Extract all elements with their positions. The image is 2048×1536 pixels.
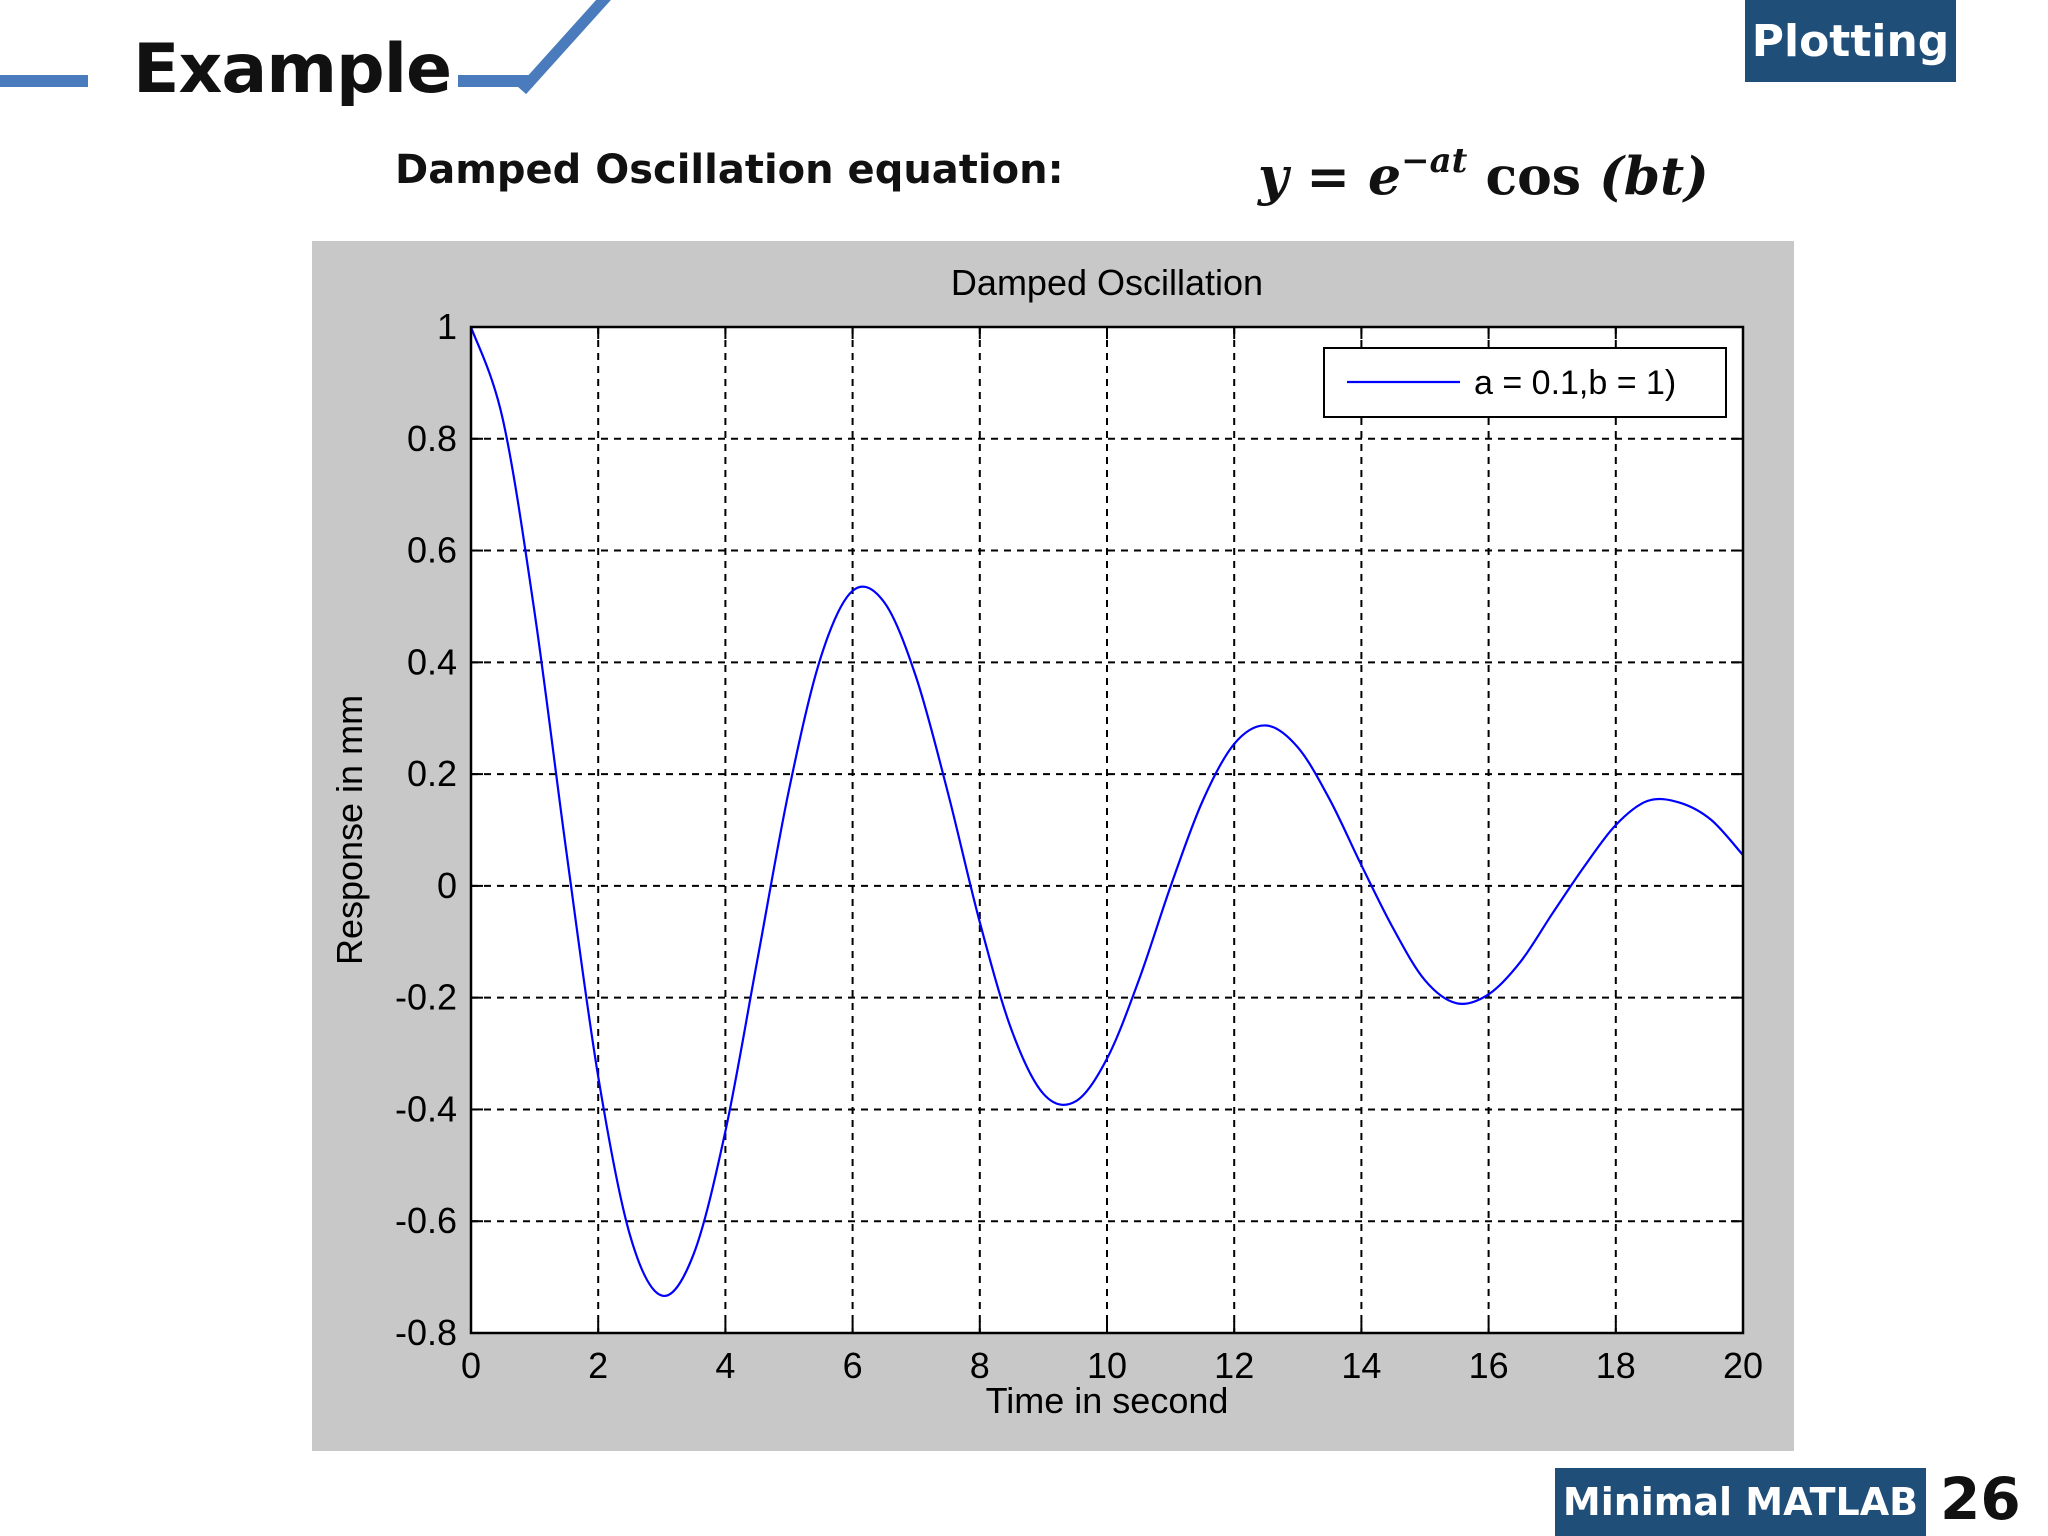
x-tick-label: 16 bbox=[1469, 1345, 1509, 1386]
x-tick-label: 18 bbox=[1596, 1345, 1636, 1386]
x-axis-label: Time in second bbox=[986, 1380, 1229, 1421]
x-tick-label: 20 bbox=[1723, 1345, 1763, 1386]
damped-oscillation-equation: y = e−at cos (bt) bbox=[1258, 144, 1709, 203]
x-tick-labels: 0 2 4 6 8 10 12 14 16 18 20 bbox=[461, 1345, 1763, 1386]
page-number: 26 bbox=[1940, 1465, 2021, 1533]
y-tick-labels: -0.8 -0.6 -0.4 -0.2 0 0.2 0.4 0.6 0.8 1 bbox=[395, 306, 457, 1353]
y-tick-label: -0.8 bbox=[395, 1312, 457, 1353]
accent-diagonal bbox=[517, 0, 614, 95]
x-tick-label: 8 bbox=[970, 1345, 990, 1386]
equation-func: cos bbox=[1485, 146, 1582, 208]
equation-caption: Damped Oscillation equation: bbox=[395, 147, 1064, 193]
grid-lines bbox=[471, 327, 1743, 1333]
x-tick-label: 10 bbox=[1087, 1345, 1127, 1386]
accent-bar-right bbox=[458, 75, 533, 87]
plot-frame bbox=[469, 325, 1745, 1335]
equation-equals: = bbox=[1306, 146, 1350, 208]
footer-course-badge: Minimal MATLAB bbox=[1555, 1468, 1926, 1536]
y-axis-label: Response in mm bbox=[329, 695, 370, 965]
y-tick-label: -0.4 bbox=[395, 1088, 457, 1129]
slide-title: Example bbox=[133, 30, 452, 109]
y-tick-label: 0.6 bbox=[407, 530, 457, 571]
damped-oscillation-figure: 0 2 4 6 8 10 12 14 16 18 20 -0.8 -0.6 -0.4 -0.2 0 0.2 0.… bbox=[312, 241, 1794, 1451]
x-tick-label: 0 bbox=[461, 1345, 481, 1386]
equation-base: e bbox=[1368, 146, 1402, 208]
x-tick-label: 6 bbox=[843, 1345, 863, 1386]
x-tick-label: 2 bbox=[588, 1345, 608, 1386]
y-tick-label: 0.8 bbox=[407, 418, 457, 459]
series-line-a01-b1 bbox=[469, 326, 1744, 1297]
y-tick-label: 1 bbox=[437, 306, 457, 347]
accent-bar-left bbox=[0, 75, 88, 87]
y-tick-label: -0.2 bbox=[395, 977, 457, 1018]
plot-area bbox=[471, 327, 1743, 1333]
y-tick-label: 0 bbox=[437, 865, 457, 906]
y-tick-label: -0.6 bbox=[395, 1200, 457, 1241]
chart-title: Damped Oscillation bbox=[951, 262, 1263, 303]
legend: a = 0.1,b = 1) bbox=[1323, 347, 1727, 418]
x-tick-label: 14 bbox=[1341, 1345, 1381, 1386]
x-tick-label: 4 bbox=[715, 1345, 735, 1386]
equation-arg: (bt) bbox=[1599, 146, 1709, 208]
section-badge: Plotting bbox=[1745, 0, 1956, 82]
legend-entry-label: a = 0.1,b = 1) bbox=[1474, 364, 1676, 402]
x-tick-label: 12 bbox=[1214, 1345, 1254, 1386]
equation-lhs: y bbox=[1258, 146, 1289, 208]
y-tick-label: 0.2 bbox=[407, 753, 457, 794]
y-tick-label: 0.4 bbox=[407, 641, 457, 682]
equation-exponent: −at bbox=[1401, 141, 1468, 181]
